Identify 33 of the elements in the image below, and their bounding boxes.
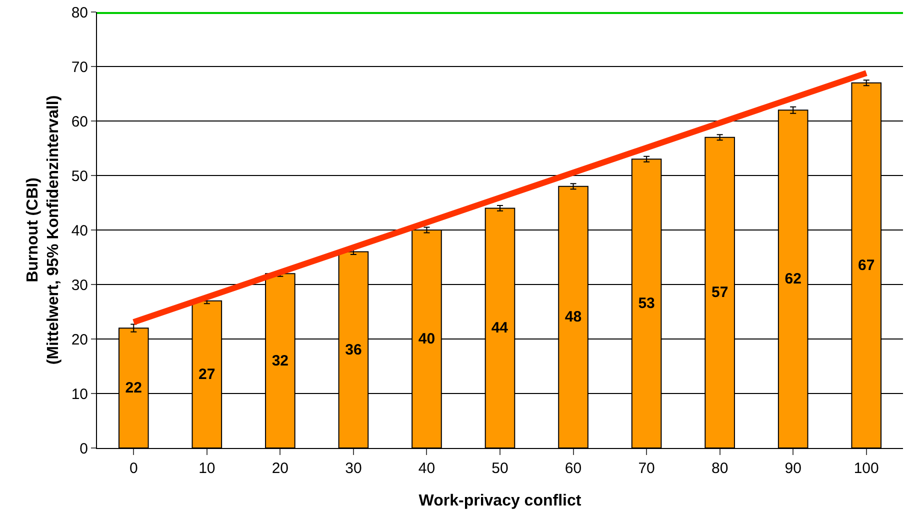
- y-tick-label: 80: [71, 4, 88, 22]
- data-label: 57: [711, 284, 728, 302]
- x-tick-label: 80: [711, 460, 728, 477]
- data-label: 44: [491, 320, 509, 337]
- y-tick-label: 0: [80, 440, 88, 458]
- data-label: 53: [638, 295, 655, 312]
- y-tick-label: 10: [71, 386, 88, 403]
- x-tick-label: 20: [272, 460, 289, 477]
- data-label: 48: [564, 308, 582, 326]
- y-axis-title: Burnout (CBI) (Mittelwert, 95% Konfidenzintervall): [24, 95, 62, 365]
- x-tick-label: 0: [129, 460, 138, 477]
- x-tick-label: 50: [492, 460, 508, 477]
- data-label: 67: [858, 256, 875, 274]
- y-tick-label: 20: [71, 331, 88, 348]
- y-tick-label: 60: [71, 113, 88, 130]
- data-label: 22: [125, 380, 142, 397]
- y-tick-label: 50: [71, 168, 88, 185]
- data-label: 40: [418, 330, 436, 348]
- x-tick-label: 30: [345, 460, 362, 477]
- x-axis-title: Work-privacy conflict: [418, 492, 582, 510]
- x-tick-label: 10: [198, 460, 216, 477]
- x-tick-label: 90: [784, 460, 802, 477]
- data-label: 36: [345, 341, 362, 358]
- x-tick-label: 40: [418, 460, 436, 477]
- y-tick-label: 30: [71, 276, 88, 294]
- data-label: 62: [784, 270, 802, 288]
- x-tick-label: 100: [854, 460, 879, 477]
- x-tick-label: 70: [638, 460, 655, 477]
- y-tick-label: 40: [71, 222, 88, 240]
- y-tick-label: 70: [71, 58, 88, 76]
- data-label: 32: [272, 352, 289, 370]
- x-tick-label: 60: [564, 460, 582, 477]
- data-label: 27: [198, 366, 216, 383]
